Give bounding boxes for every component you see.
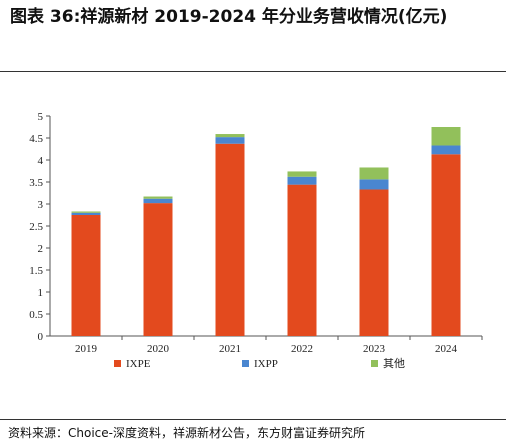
bar-segment-IXPP-2024 [431, 145, 461, 155]
y-tick-label: 0.5 [29, 309, 43, 321]
footer-divider [0, 419, 506, 420]
y-tick-label: 3 [38, 199, 44, 211]
x-tick-label: 2019 [75, 343, 98, 355]
legend-label-其他: 其他 [383, 357, 405, 370]
y-tick-label: 4 [38, 155, 44, 167]
bar-segment-IXPP-2023 [359, 179, 389, 190]
title-divider [0, 71, 506, 72]
bar-segment-其他-2019 [71, 211, 101, 213]
legend-swatch-IXPE [114, 360, 121, 367]
bar-segment-IXPE-2024 [431, 154, 461, 336]
bar-segment-其他-2021 [215, 134, 245, 138]
bar-segment-其他-2024 [431, 127, 461, 146]
y-tick-label: 4.5 [29, 133, 43, 145]
chart-axes [46, 115, 483, 340]
chart-bars [71, 127, 461, 336]
x-tick-label: 2022 [291, 343, 313, 355]
bar-segment-IXPP-2021 [215, 137, 245, 144]
legend-swatch-其他 [371, 360, 378, 367]
y-tick-label: 1.5 [29, 265, 43, 277]
bar-segment-IXPE-2022 [287, 184, 317, 336]
legend-label-IXPP: IXPP [254, 358, 278, 370]
bar-segment-IXPP-2020 [143, 198, 173, 204]
legend-swatch-IXPP [242, 360, 249, 367]
x-tick-label: 2023 [363, 343, 386, 355]
bar-segment-IXPE-2020 [143, 203, 173, 336]
y-tick-label: 0 [38, 331, 44, 343]
y-tick-label: 1 [38, 287, 44, 299]
bar-segment-IXPE-2023 [359, 189, 389, 336]
bar-segment-其他-2022 [287, 171, 317, 177]
y-tick-label: 3.5 [29, 177, 43, 189]
y-tick-label: 2.5 [29, 221, 43, 233]
bar-segment-IXPE-2019 [71, 215, 101, 336]
bar-segment-其他-2020 [143, 196, 173, 199]
legend-label-IXPE: IXPE [126, 358, 151, 370]
chart-title: 图表 36:祥源新材 2019-2024 年分业务营收情况(亿元) [10, 7, 448, 27]
y-tick-label: 2 [38, 243, 44, 255]
x-tick-label: 2024 [435, 343, 458, 355]
x-tick-label: 2020 [147, 343, 170, 355]
y-tick-label: 5 [38, 111, 44, 123]
chart-tick-labels: 0 0.5 1 1.5 2 2.5 3 3.5 4 4.5 5 2019 2020 2021 2022 202… [29, 111, 457, 355]
stacked-bar-chart: 0 0.5 1 1.5 2 2.5 3 3.5 4 4.5 5 2019 2020 2021 2022 202… [29, 111, 483, 370]
chart-legend: IXPE IXPP 其他 [114, 357, 405, 370]
bar-segment-IXPP-2019 [71, 212, 101, 215]
bar-segment-IXPP-2022 [287, 176, 317, 185]
bar-segment-其他-2023 [359, 167, 389, 180]
bar-segment-IXPE-2021 [215, 143, 245, 336]
x-tick-label: 2021 [219, 343, 241, 355]
source-note: 资料来源：Choice-深度资料，祥源新材公告，东方财富证券研究所 [8, 426, 365, 440]
